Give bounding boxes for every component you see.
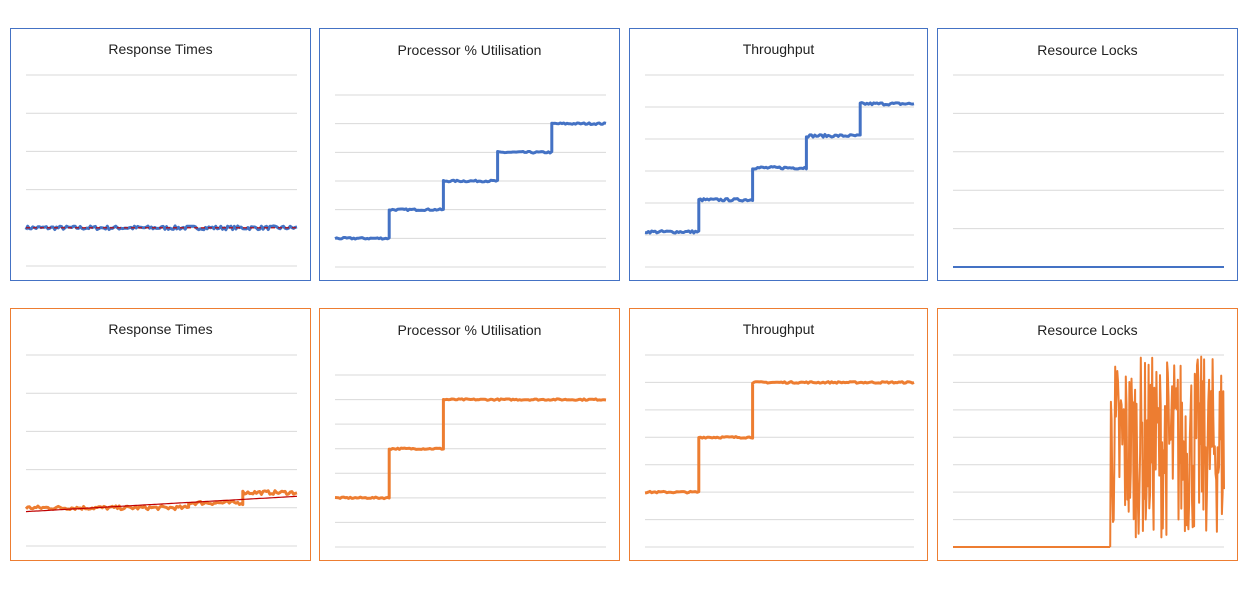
chart-plot: [24, 74, 298, 267]
panel-bottom-locks: Resource Locks: [937, 308, 1238, 561]
chart-title: Response Times: [108, 41, 213, 57]
chart-title: Throughput: [742, 41, 815, 57]
chart-plot: [644, 74, 915, 268]
panel-bottom-throughput: Throughput: [629, 308, 928, 561]
chart-plot: [24, 354, 298, 547]
chart-plot: [334, 374, 607, 548]
chart-plot: [953, 74, 1224, 268]
series-line: [334, 397, 607, 501]
chart-plot: [334, 94, 607, 268]
chart-title: Throughput: [742, 321, 815, 337]
series-line: [644, 380, 915, 495]
trendline: [25, 495, 298, 513]
panel-top-locks: Resource Locks: [937, 28, 1238, 281]
panel-bottom-response: Response Times: [10, 308, 311, 561]
series-line: [1109, 355, 1225, 548]
series-line: [334, 121, 607, 241]
chart-title: Resource Locks: [1037, 42, 1138, 58]
series-line: [24, 489, 298, 512]
panel-bottom-processor: Processor % Utilisation: [319, 308, 620, 561]
series-line: [644, 101, 915, 235]
chart-title: Resource Locks: [1037, 322, 1138, 338]
chart-plot: [644, 354, 915, 548]
chart-title: Response Times: [108, 321, 213, 337]
panel-top-processor: Processor % Utilisation: [319, 28, 620, 281]
chart-title: Processor % Utilisation: [397, 322, 542, 338]
chart-title: Processor % Utilisation: [397, 42, 542, 58]
panel-top-throughput: Throughput: [629, 28, 928, 281]
chart-plot: [953, 354, 1225, 548]
panel-top-response: Response Times: [10, 28, 311, 281]
